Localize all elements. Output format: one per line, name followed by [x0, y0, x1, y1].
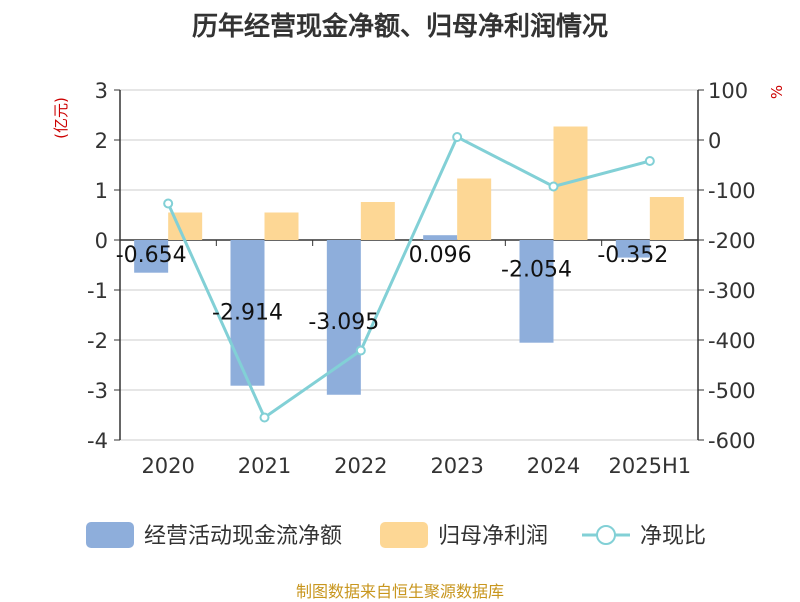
legend-swatch: [86, 522, 134, 548]
bar-net-profit: [649, 197, 684, 240]
y-left-tick-label: 2: [95, 129, 108, 153]
y-right-tick-label: -500: [708, 379, 756, 403]
y-left-tick-label: -4: [87, 429, 108, 453]
data-label: -0.352: [597, 243, 668, 268]
y-right-tick-label: 100: [708, 79, 748, 103]
y-left-tick-label: -1: [87, 279, 108, 303]
y-right-tick-label: -600: [708, 429, 756, 453]
line-point: [452, 132, 463, 142]
legend-label: 经营活动现金流净额: [144, 524, 342, 549]
legend-swatch-point: [596, 525, 616, 545]
y-right-tick-label: -300: [708, 279, 756, 303]
x-tick-label: 2025H1: [609, 454, 692, 478]
bar-cashflow: [423, 235, 458, 240]
y-left-tick-label: 0: [95, 229, 108, 253]
x-tick-label: 2020: [141, 454, 194, 478]
y-left-tick-label: 3: [95, 79, 108, 103]
y-right-tick-label: -400: [708, 329, 756, 353]
line-point: [355, 345, 366, 356]
data-label: -2.054: [501, 258, 572, 283]
x-tick-label: 2023: [430, 454, 483, 478]
bar-net-profit: [457, 178, 492, 240]
y-right-axis-label: %: [768, 85, 786, 99]
x-tick-label: 2022: [334, 454, 387, 478]
line-point: [644, 156, 655, 166]
bar-cashflow: [230, 240, 265, 386]
chart-title: 历年经营现金净额、归母净利润情况: [191, 12, 608, 42]
line-net-cash-ratio: [166, 134, 651, 420]
y-left-tick-label: 1: [95, 179, 108, 203]
legend-label: 归母净利润: [438, 524, 548, 549]
data-label: -2.914: [212, 301, 283, 326]
bar-cashflow: [519, 240, 554, 343]
legend-label: 净现比: [640, 524, 706, 549]
bar-cashflow: [615, 240, 650, 258]
y-left-tick-label: -3: [87, 379, 108, 403]
y-left-axis-label: (亿元): [52, 97, 70, 139]
y-left-tick-label: -2: [87, 329, 108, 353]
y-right-tick-label: -200: [708, 229, 756, 253]
x-tick-label: 2021: [238, 454, 291, 478]
data-label: -3.095: [308, 310, 379, 335]
data-label: -0.654: [116, 243, 187, 268]
line-point: [548, 181, 559, 192]
data-label: 0.096: [409, 243, 472, 268]
legend-swatch: [380, 522, 428, 548]
bar-cashflow: [134, 240, 169, 273]
x-tick-label: 2024: [527, 454, 580, 478]
bar-net-profit: [360, 202, 395, 240]
line-point: [259, 412, 270, 423]
line-point: [163, 198, 174, 209]
bar-net-profit: [264, 212, 299, 240]
source-note: 制图数据来自恒生聚源数据库: [295, 582, 504, 601]
y-right-tick-label: 0: [708, 129, 721, 153]
y-right-tick-label: -100: [708, 179, 756, 203]
